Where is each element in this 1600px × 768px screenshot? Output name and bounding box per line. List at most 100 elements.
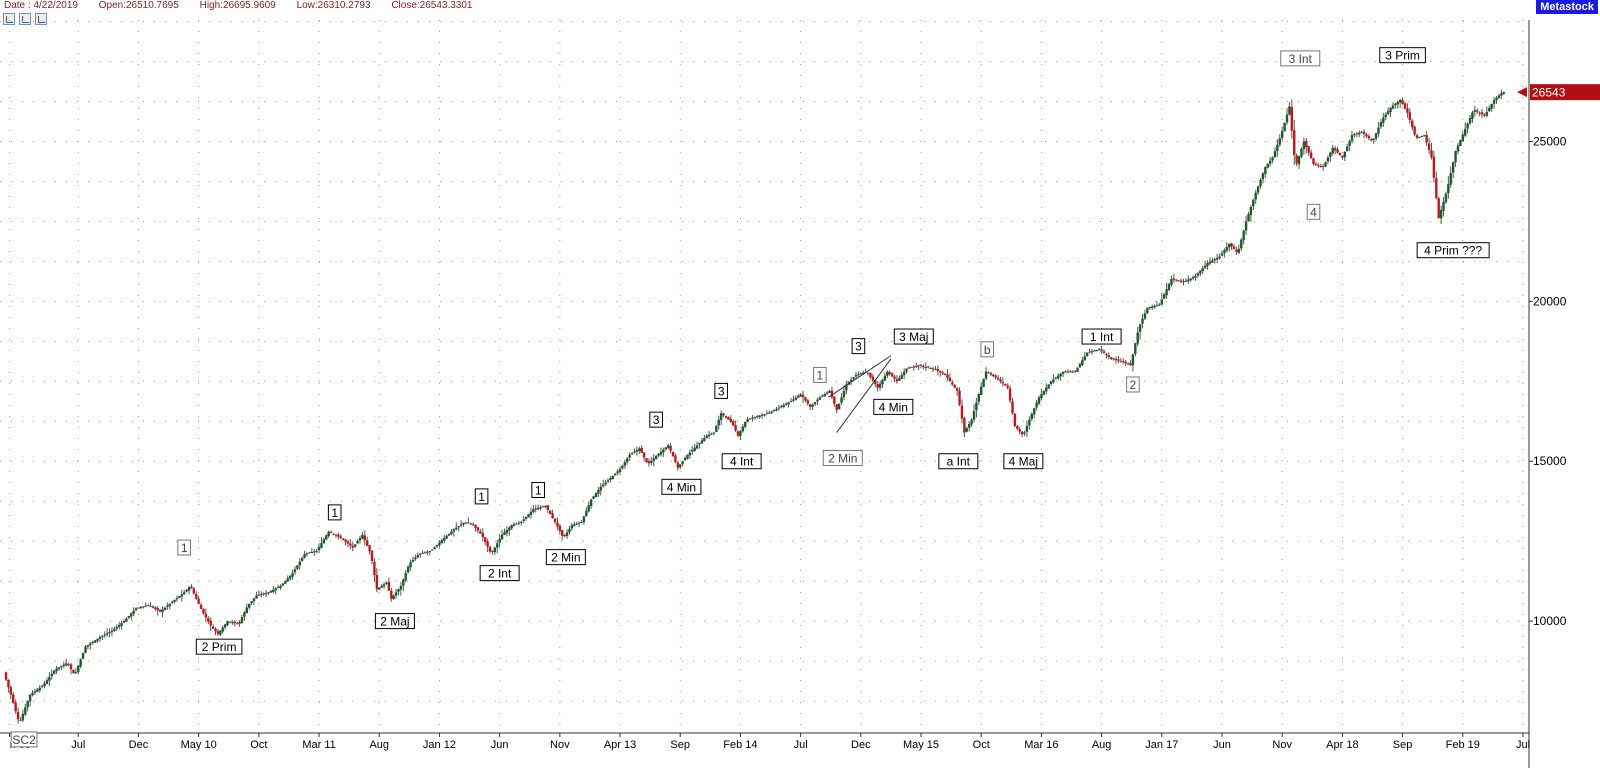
candle-body [611,476,615,480]
candle-body [471,524,475,526]
candle-body [582,516,586,523]
candle-body [996,377,1000,380]
candle [914,362,918,369]
candle [561,530,564,541]
candle [1379,119,1383,129]
candle [467,517,470,524]
candle-body [455,527,458,530]
candle [987,371,990,374]
candle [787,401,790,408]
candle-body [1061,371,1065,374]
candle [633,448,636,454]
candle [248,603,251,610]
candle [1497,93,1501,99]
candle [1218,253,1221,260]
candle-body [1225,247,1229,251]
candle-body [373,561,376,576]
wave-label: 1 [813,366,827,383]
candle-body [587,505,590,512]
candle [1302,137,1306,155]
candle [491,550,494,555]
candle-body [267,592,270,594]
candle-body [1456,145,1460,152]
candle-body [260,594,263,596]
candle-body [1459,140,1462,146]
candle-body [1013,413,1017,427]
candle-body [1177,280,1180,282]
candle [219,630,222,637]
candle [1093,349,1096,352]
candle-body [411,559,415,562]
candle-body [813,402,817,405]
candle [816,397,819,405]
last-price-label: 26543 [1532,86,1566,100]
candle-body [65,663,68,666]
candle-body [1071,371,1074,373]
candle-body [1211,260,1214,263]
candle [1203,260,1207,270]
candle [1155,301,1159,307]
candle [611,475,615,480]
candle-body [768,412,771,414]
candle [782,402,785,409]
candle [1126,362,1130,366]
candle [197,595,200,605]
candle-body [691,450,694,452]
candle-body [394,592,398,596]
candle-body [416,555,419,558]
candle-body [601,484,605,487]
candle-body [1370,139,1373,141]
candle-body [1285,114,1289,123]
candle-body [599,486,602,491]
candle [982,378,985,388]
wave-label: 2 Maj [374,613,415,630]
candle [857,371,860,378]
candle [1437,196,1440,219]
candle [12,691,15,705]
candle-body [1256,186,1260,193]
chart-zoom-icon[interactable] [3,13,15,25]
candle [1324,161,1327,168]
candle [902,368,906,380]
candle-body [245,607,249,614]
candle-body [387,581,391,591]
candle [31,690,34,697]
candle [941,370,944,376]
candle [948,373,952,382]
wave-label-box [813,366,827,383]
candle [1170,275,1173,287]
candle-body [780,406,783,408]
candle [1110,356,1113,361]
candle-body [1081,360,1084,365]
candle [1261,172,1265,184]
candle [943,372,947,376]
candle-body [1016,426,1019,429]
candle [409,559,412,571]
candle [975,397,978,418]
candle [1150,304,1154,311]
wave-label-text: 1 [817,368,824,382]
candle [792,395,795,403]
candle [500,529,504,540]
candle-body [1220,253,1224,256]
candle-body [818,397,822,400]
candle [127,615,131,620]
wave-label: 4 Min [873,398,914,415]
candle-body [89,643,92,646]
candle-body [551,513,554,518]
candle [768,410,771,415]
candle-body [698,442,701,445]
candle [616,468,619,476]
candle-body [1001,382,1005,384]
candle [679,463,682,470]
candle-body [1131,354,1135,366]
candle-body [563,534,566,537]
candle-body [322,539,326,544]
candle [77,664,80,675]
candle-body [963,417,966,433]
candle-body [1307,146,1310,153]
candle-body [710,433,713,435]
candle-body [1468,117,1472,124]
candle-body [1295,155,1298,164]
